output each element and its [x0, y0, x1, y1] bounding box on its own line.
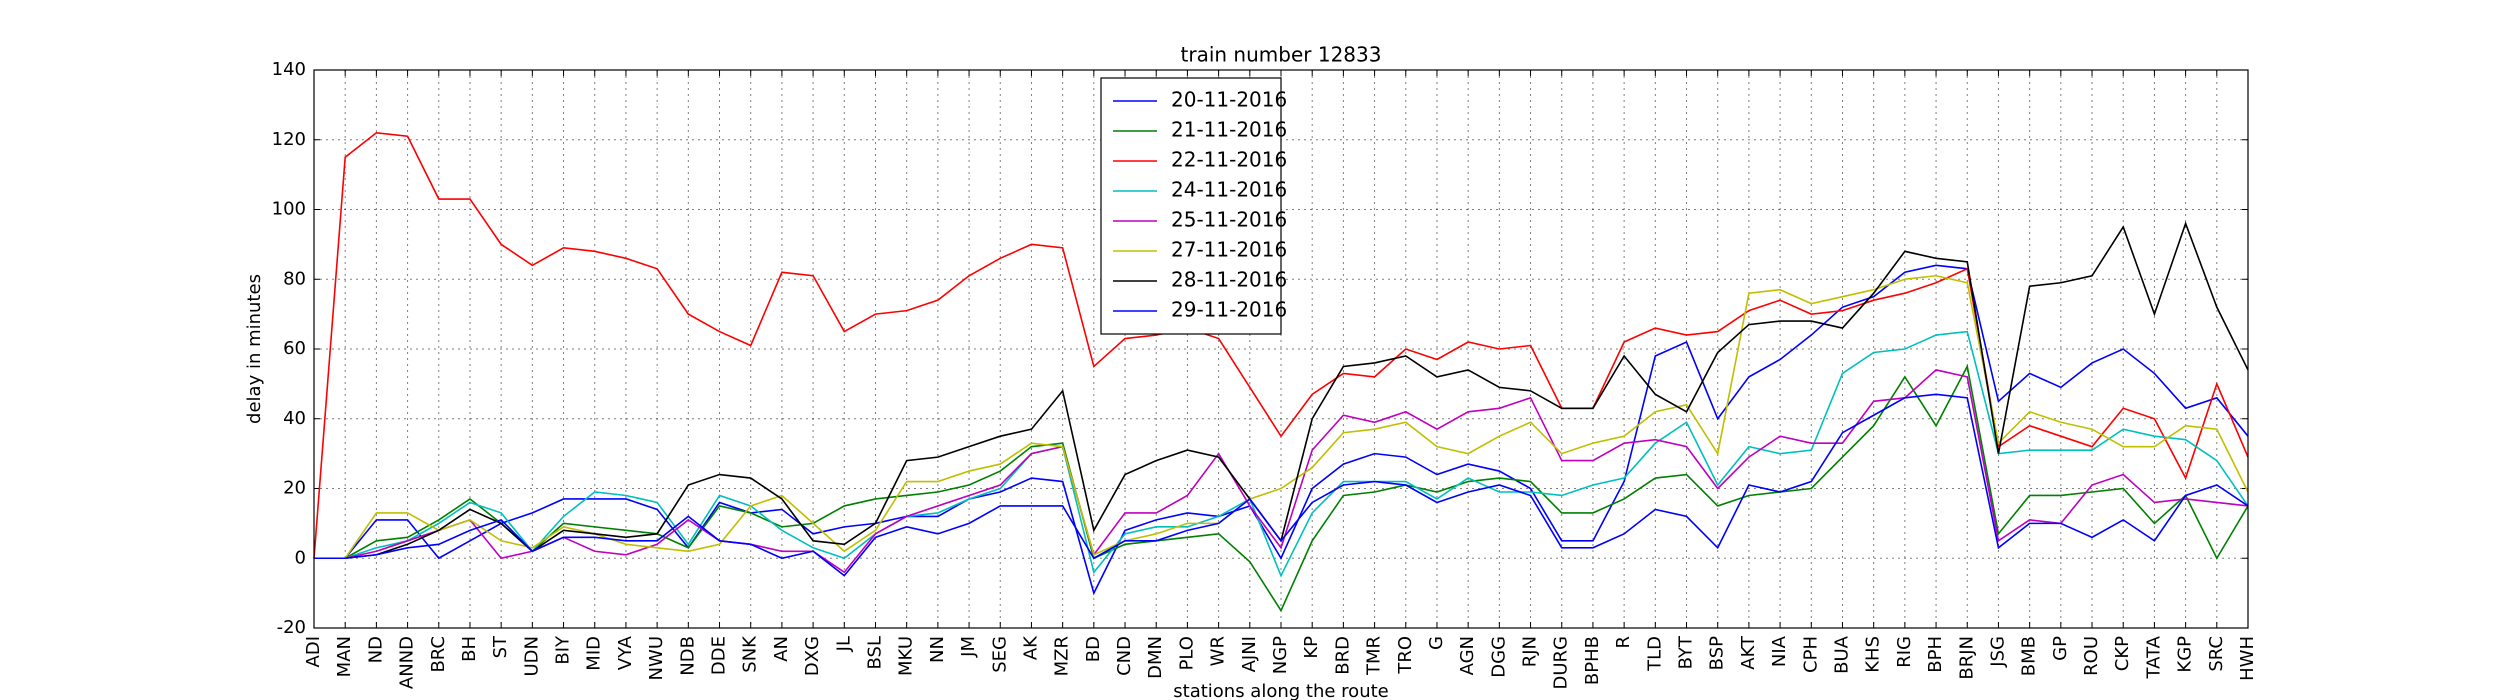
y-axis-label: delay in minutes — [244, 274, 265, 424]
x-axis-label: stations along the route — [1173, 681, 1388, 700]
x-tick-label: KGP — [2175, 636, 2196, 673]
legend-label: 21-11-2016 — [1171, 118, 1287, 142]
legend-label: 22-11-2016 — [1171, 148, 1287, 172]
y-tick-label: 20 — [283, 478, 306, 499]
x-tick-label: AN — [771, 636, 792, 662]
y-tick-label: 120 — [272, 129, 306, 150]
x-tick-label: AKT — [1738, 635, 1759, 670]
series-line — [314, 330, 2249, 578]
x-tick-label: DGG — [1488, 636, 1509, 678]
x-tick-label: MKU — [896, 636, 917, 676]
x-tick-label: BRC — [428, 636, 449, 673]
y-tick-label: 60 — [283, 338, 306, 359]
series-line — [314, 264, 2249, 596]
x-tick-label: CND — [1114, 636, 1135, 676]
x-tick-label: ROU — [2081, 636, 2102, 676]
x-tick-label: KP — [1301, 636, 1322, 659]
x-tick-label: NN — [927, 636, 948, 663]
series-line — [313, 131, 2249, 559]
x-tick-label: AK — [1020, 635, 1041, 660]
x-tick-label: AGN — [1457, 636, 1478, 675]
x-tick-label: JM — [958, 636, 979, 658]
legend-label: 28-11-2016 — [1171, 268, 1287, 292]
x-tick-label: CPH — [1800, 636, 1821, 673]
x-tick-label: ANND — [397, 636, 418, 689]
x-tick-label: NGP — [1270, 636, 1291, 674]
x-tick-label: BIY — [553, 635, 574, 665]
series-line — [314, 274, 2249, 560]
x-tick-label: JSG — [1987, 636, 2008, 668]
plot-frame — [313, 69, 2249, 629]
x-tick-label: BSL — [864, 636, 885, 670]
x-tick-label: RJN — [1520, 636, 1541, 667]
legend-box — [1100, 77, 1282, 335]
x-tick-label: BYT — [1676, 635, 1697, 669]
x-tick-label: ND — [365, 636, 386, 663]
x-tick-label: MZR — [1052, 636, 1073, 676]
x-tick-label: BRJN — [1956, 636, 1977, 680]
series-line — [314, 369, 2249, 574]
series-line — [314, 393, 2249, 577]
x-tick-label: BRD — [1332, 636, 1353, 675]
x-tick-label: RIG — [1894, 636, 1915, 668]
x-tick-label: NDB — [677, 636, 698, 676]
x-tick-label: SEG — [989, 636, 1010, 673]
y-tick-label: 100 — [272, 199, 306, 220]
x-tick-label: BD — [1083, 636, 1104, 662]
legend-label: 20-11-2016 — [1171, 88, 1287, 112]
y-tick-label: 80 — [283, 268, 306, 289]
x-tick-label: DDE — [709, 636, 730, 675]
x-tick-label: BPH — [1925, 636, 1946, 673]
x-tick-label: R — [1613, 636, 1634, 649]
x-tick-label: DXG — [802, 636, 823, 676]
y-tick-label: -20 — [277, 617, 306, 638]
x-tick-label: NIA — [1769, 635, 1790, 667]
y-tick-label: 140 — [272, 59, 306, 80]
legend-label: 25-11-2016 — [1171, 208, 1287, 232]
x-tick-label: ST — [490, 635, 511, 658]
x-tick-label: DURG — [1551, 636, 1572, 690]
x-tick-label: DMN — [1145, 636, 1166, 679]
x-tick-label: TRO — [1395, 636, 1416, 675]
x-tick-label: VYA — [615, 635, 636, 670]
x-tick-label: KHS — [1863, 636, 1884, 673]
y-tick-label: 0 — [295, 547, 306, 568]
x-tick-label: TATA — [2143, 635, 2164, 679]
x-tick-label: CKP — [2112, 636, 2133, 671]
x-tick-label: HWH — [2237, 636, 2258, 681]
x-tick-label: GP — [2050, 636, 2071, 661]
x-tick-label: BH — [459, 636, 480, 662]
x-tick-label: AJNI — [1239, 636, 1260, 672]
x-tick-label: G — [1426, 636, 1447, 650]
x-tick-label: BPHB — [1582, 636, 1603, 685]
x-tick-label: PLO — [1176, 636, 1197, 670]
legend-label: 27-11-2016 — [1171, 238, 1287, 262]
x-tick-label: JL — [833, 636, 854, 652]
x-tick-label: TLD — [1644, 636, 1665, 672]
x-tick-label: BUA — [1831, 635, 1852, 674]
x-tick-label: UDN — [521, 636, 542, 677]
x-tick-label: MID — [584, 636, 605, 671]
x-tick-label: TMR — [1364, 636, 1385, 676]
y-tick-label: 40 — [283, 408, 306, 429]
x-tick-label: SNK — [740, 635, 761, 673]
x-tick-label: BMB — [2019, 636, 2040, 676]
legend-label: 29-11-2016 — [1171, 298, 1287, 322]
x-tick-label: ADI — [303, 636, 324, 667]
x-tick-label: NWU — [646, 636, 667, 680]
series-line — [314, 364, 2249, 613]
legend-label: 24-11-2016 — [1171, 178, 1287, 202]
x-tick-label: MAN — [334, 636, 355, 677]
x-tick-label: WR — [1208, 636, 1229, 666]
chart-title: train number 12833 — [1181, 43, 1382, 67]
x-tick-label: BSP — [1707, 636, 1728, 670]
x-tick-label: SRC — [2206, 636, 2227, 672]
